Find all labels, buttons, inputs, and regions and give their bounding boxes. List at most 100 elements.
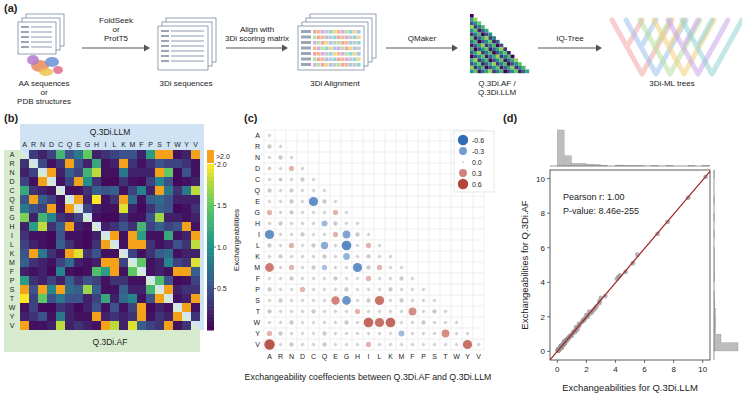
heatmap-cell [164,321,173,330]
heatmap-cell [38,222,47,231]
bubble [311,265,315,269]
heatmap-cell [137,159,146,168]
matrix-icon-cell [474,55,478,59]
heatmap-cell [101,213,110,222]
heatmap-cell [38,321,47,330]
heatmap-cell [92,240,101,249]
bubble [390,300,392,302]
alignment-cell [349,36,353,40]
bubble [331,296,339,304]
bubble [302,322,304,324]
heatmap-cell [119,177,128,186]
matrix-icon-cell [477,29,481,33]
heatmap-cell [137,285,146,294]
colorbar-segment [207,243,214,248]
heatmap-cell [137,294,146,303]
cell-diamond [344,309,349,314]
column-label: M [130,141,136,148]
bubble [267,210,272,215]
colorbar-segment [207,268,214,273]
column-label: A [22,141,27,148]
bubble [291,234,293,236]
matrix-icon-cell [481,25,485,29]
heatmap-cell [92,213,101,222]
matrix-icon-cell [503,47,507,51]
bubble [302,311,304,313]
bubble [421,320,425,324]
colorbar-tick-label: 2.0 [217,161,227,168]
heatmap-cell [65,294,74,303]
matrix-icon-cell [481,58,485,62]
bubble [357,300,359,302]
matrix-icon-cell [514,58,518,62]
bubble [368,289,370,291]
x-tick-label: 0 [555,365,560,374]
heatmap-cell [29,231,38,240]
heatmap-cell [119,321,128,330]
heatmap-cell [83,240,92,249]
cell-diamond [278,210,283,215]
heatmap-cell [164,258,173,267]
heatmap-cell [146,321,155,330]
bubble [399,298,403,302]
cell-diamond [300,221,305,226]
row-label: R [255,143,260,150]
heatmap-cell [92,312,101,321]
colorbar-segment [207,193,214,198]
heatmap-cell [110,231,119,240]
cell-diamond [300,265,305,270]
bubble [324,322,326,324]
node-label: AA sequences [18,79,69,88]
heatmap-cell [74,231,83,240]
cell-diamond [355,287,360,292]
heatmap-cell [74,195,83,204]
alignment-cell [337,36,341,40]
cell-diamond [333,331,338,336]
y-tick [547,316,550,317]
heatmap-cell [47,222,56,231]
matrix-icon-cell [474,25,478,29]
bubble [366,243,371,248]
cell-diamond [300,287,305,292]
matrix-icon-cell [485,29,489,33]
heatmap-cell [65,312,74,321]
matrix-icon-cell [489,66,493,70]
bubble [399,276,403,280]
alignment-cell [337,30,341,34]
matrix-icon-cell [470,70,474,74]
heatmap-cell [182,321,191,330]
cell-diamond [267,188,272,193]
bubble [313,289,315,291]
heatmap-cell [155,249,164,258]
heatmap-cell [182,222,191,231]
matrix-icon-cell [522,66,526,70]
column-label: D [49,141,54,148]
heatmap-cell [29,267,38,276]
matrix-icon-cell [477,25,481,29]
column-label: I [368,353,370,360]
heatmap-cell [146,240,155,249]
column-label: Y [184,141,189,148]
column-label: L [113,141,117,148]
heatmap-cell [38,213,47,222]
cell-diamond [311,320,316,325]
bubble [269,201,271,203]
row-label: N [255,154,260,161]
column-label: C [311,353,316,360]
cell-diamond [432,298,437,303]
cell-diamond [344,320,349,325]
row-label: V [255,341,260,348]
y-tick [547,178,550,179]
heatmap-cell [74,267,83,276]
bubble [423,333,425,335]
heatmap-cell [20,195,29,204]
matrix-icon-cell [474,51,478,55]
bubble [456,333,458,335]
bubble [313,223,315,225]
heatmap-cell [173,168,182,177]
heatmap-cell [47,294,56,303]
heatmap-cell [74,222,83,231]
annotation: Pearson r: 1.00 [563,192,625,202]
bubble [375,296,384,305]
row-label: K [10,250,15,257]
